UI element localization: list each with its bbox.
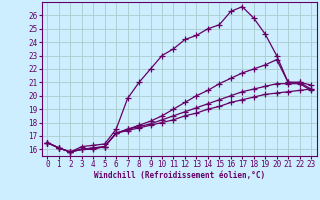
X-axis label: Windchill (Refroidissement éolien,°C): Windchill (Refroidissement éolien,°C) [94,171,265,180]
